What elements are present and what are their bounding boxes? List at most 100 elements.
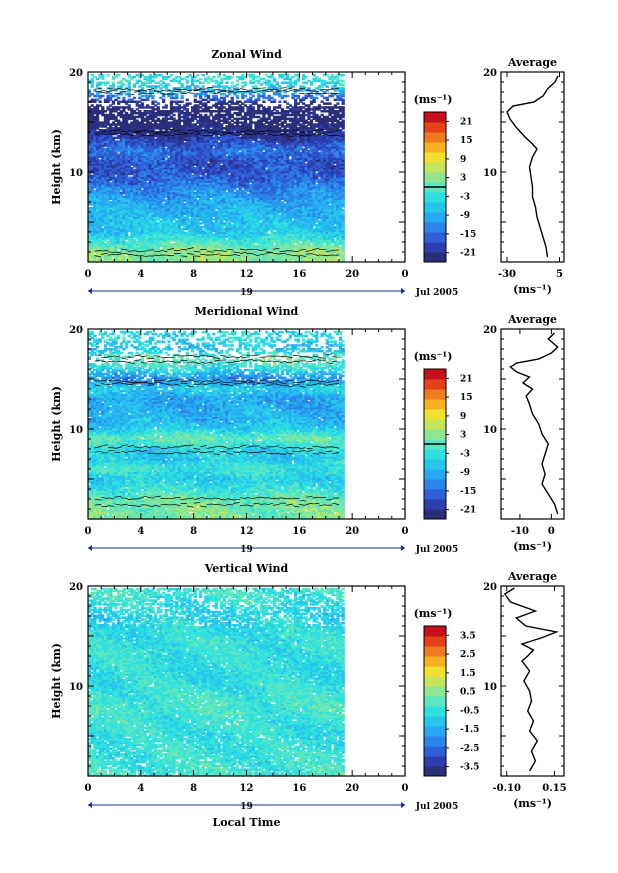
heatmap-cell [185, 193, 189, 197]
heatmap-cell [177, 79, 182, 83]
heatmap-cell [109, 144, 113, 147]
heatmap-cell [201, 237, 205, 240]
heatmap-cell [106, 191, 110, 195]
heatmap-cell [88, 248, 92, 252]
heatmap-cell [138, 218, 142, 221]
heatmap-cell [143, 167, 147, 170]
heatmap-cell [138, 132, 142, 136]
heatmap-cell [201, 149, 205, 153]
heatmap-cell [156, 134, 160, 138]
heatmap-cell [185, 113, 189, 117]
heatmap-cell [169, 121, 174, 124]
heatmap-cell [125, 210, 129, 214]
heatmap-cell [132, 75, 137, 79]
heatmap-cell [180, 178, 184, 181]
heatmap-cell [199, 180, 203, 183]
heatmap-cell [169, 248, 174, 252]
heatmap-cell [106, 151, 110, 155]
heatmap-cell [109, 235, 113, 238]
heatmap-cell [140, 127, 145, 130]
heatmap-cell [199, 110, 203, 113]
heatmap-cell [199, 138, 203, 141]
heatmap-cell [117, 233, 121, 236]
heatmap-cell [156, 182, 160, 185]
heatmap-cell [125, 212, 129, 216]
heatmap-cell [188, 168, 192, 172]
heatmap-cell [169, 100, 174, 103]
heatmap-cell [88, 235, 92, 238]
heatmap-cell [109, 146, 113, 149]
heatmap-cell [167, 127, 171, 130]
heatmap-cell [188, 157, 192, 160]
heatmap-cell [193, 168, 197, 172]
heatmap-cell [103, 115, 108, 119]
heatmap-cell [183, 206, 187, 210]
heatmap-cell [132, 174, 137, 178]
heatmap-cell [117, 195, 121, 198]
heatmap-cell [169, 222, 174, 225]
heatmap-cell [130, 222, 134, 225]
heatmap-cell [114, 252, 118, 255]
heatmap-cell [175, 132, 179, 136]
heatmap-cell [154, 100, 158, 103]
heatmap-cell [188, 254, 192, 257]
heatmap-cell [143, 138, 147, 141]
heatmap-cell [119, 140, 123, 143]
heatmap-cell [154, 239, 158, 242]
heatmap-cell [159, 176, 163, 179]
heatmap-cell [106, 189, 110, 193]
heatmap-cell [88, 161, 92, 164]
heatmap-cell [146, 85, 150, 88]
heatmap-cell [159, 220, 163, 223]
heatmap-cell [127, 81, 131, 84]
heatmap-cell [114, 148, 118, 151]
heatmap-cell [201, 117, 205, 121]
heatmap-cell [204, 239, 208, 242]
heatmap-cell [191, 157, 195, 160]
heatmap-cell [111, 193, 116, 197]
heatmap-cell [169, 187, 174, 191]
heatmap-cell [138, 180, 142, 183]
heatmap-cell [109, 256, 113, 259]
heatmap-cell [101, 216, 105, 219]
heatmap-cell [156, 144, 160, 147]
heatmap-cell [183, 233, 187, 236]
heatmap-cell [146, 127, 150, 130]
heatmap-cell [209, 244, 213, 248]
heatmap-cell [122, 187, 126, 191]
heatmap-cell [114, 193, 118, 197]
heatmap-cell [90, 248, 94, 252]
heatmap-cell [188, 193, 192, 197]
heatmap-cell [111, 153, 116, 157]
heatmap-cell [148, 142, 153, 145]
heatmap-cell [117, 113, 121, 117]
heatmap-cell [90, 136, 94, 140]
heatmap-cell [127, 161, 131, 164]
heatmap-cell [185, 168, 189, 172]
heatmap-cell [103, 113, 108, 117]
heatmap-cell [175, 165, 179, 168]
heatmap-cell [188, 191, 192, 195]
heatmap-cell [159, 187, 163, 191]
heatmap-cell [140, 252, 145, 255]
heatmap-cell [209, 153, 213, 157]
heatmap-cell [199, 203, 203, 206]
heatmap-cell [151, 91, 155, 94]
heatmap-cell [159, 195, 163, 198]
heatmap-cell [188, 155, 192, 159]
heatmap-cell [177, 205, 182, 208]
heatmap-cell [201, 235, 205, 238]
heatmap-cell [95, 203, 100, 206]
heatmap-cell [156, 127, 160, 130]
heatmap-cell [114, 244, 118, 248]
heatmap-cell [204, 176, 208, 179]
heatmap-cell [143, 161, 147, 164]
heatmap-cell [114, 165, 118, 168]
heatmap-cell [151, 182, 155, 185]
heatmap-cell [111, 229, 116, 233]
heatmap-cell [135, 79, 139, 83]
heatmap-cell [119, 91, 123, 94]
heatmap-cell [143, 182, 147, 185]
heatmap-cell [185, 208, 189, 212]
heatmap-cell [119, 121, 123, 124]
